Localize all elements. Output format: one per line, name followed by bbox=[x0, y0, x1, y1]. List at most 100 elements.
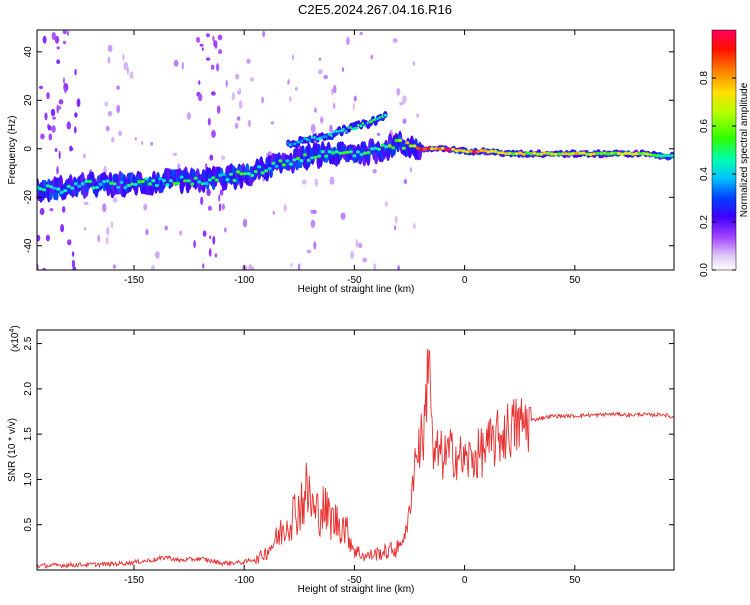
spectrogram-cell bbox=[70, 186, 75, 190]
spectrogram-cell bbox=[666, 153, 671, 158]
spectrogram-cell bbox=[310, 124, 316, 133]
spectrogram-cell bbox=[129, 71, 134, 80]
spectrogram-cell bbox=[422, 147, 427, 151]
spectrogram-cell bbox=[444, 148, 449, 152]
spectrogram-cells bbox=[37, 30, 674, 270]
spectrogram-cell bbox=[140, 179, 145, 184]
spectrogram-cell bbox=[426, 146, 431, 150]
spectrogram-cell bbox=[158, 177, 163, 181]
snr-line bbox=[37, 349, 674, 569]
snr-series bbox=[37, 349, 674, 569]
spectrogram-cell bbox=[415, 146, 420, 150]
spectrogram-cell bbox=[270, 121, 275, 125]
spectrogram-cell bbox=[359, 152, 364, 157]
spectrogram-cell bbox=[272, 210, 275, 215]
spectrogram-cell bbox=[539, 152, 544, 156]
spectrogram-cell bbox=[39, 85, 43, 90]
spectrogram-cell bbox=[352, 102, 355, 111]
spectrogram-cell bbox=[206, 33, 210, 38]
spectrogram-cell bbox=[111, 136, 115, 143]
spectrogram-cell bbox=[310, 209, 314, 214]
spectrogram-cell bbox=[393, 225, 397, 231]
spectrogram-cell bbox=[83, 201, 89, 205]
spectrogram-cell bbox=[236, 116, 241, 121]
spectrogram-cell bbox=[370, 54, 373, 60]
spectrogram-cell bbox=[634, 152, 639, 156]
y-tick-label: -40 bbox=[23, 238, 34, 253]
spectrogram-cell bbox=[652, 153, 657, 157]
spectrogram-cell bbox=[214, 253, 218, 258]
figure-title: C2E5.2024.267.04.16.R16 bbox=[298, 2, 452, 17]
spectrogram-cell bbox=[486, 150, 491, 154]
spectrogram-cell bbox=[465, 150, 470, 154]
spectrogram-cell bbox=[430, 147, 434, 151]
spectrogram-cell bbox=[269, 169, 273, 179]
spectrogram-cell bbox=[433, 147, 438, 151]
spectrogram-cell bbox=[271, 161, 276, 165]
y-tick-label: 0.5 bbox=[23, 517, 34, 531]
spectrogram-cell bbox=[553, 152, 558, 156]
spectrogram-cell bbox=[200, 182, 205, 186]
spectrogram-cell bbox=[571, 151, 575, 156]
spectrogram-cell bbox=[102, 203, 107, 213]
spectrogram-cell bbox=[384, 201, 388, 208]
spectrogram-cell bbox=[46, 92, 50, 100]
spectrogram-cell bbox=[401, 146, 406, 150]
colorbar-label: Normalized spectral amplitude bbox=[739, 82, 750, 217]
spectrogram-cell bbox=[143, 203, 148, 211]
x-tick-label: 0 bbox=[462, 275, 468, 286]
spectrogram-cell bbox=[261, 96, 264, 104]
spectrogram-cell bbox=[402, 118, 407, 124]
spectrogram-cell bbox=[107, 44, 113, 53]
spectrogram-cell bbox=[83, 153, 86, 159]
spectrogram-cell bbox=[267, 167, 272, 171]
spectrogram-cell bbox=[627, 151, 632, 156]
spectrogram-cell bbox=[193, 176, 198, 180]
spectrogram-cell bbox=[56, 46, 60, 50]
spectrogram-cell bbox=[51, 32, 56, 40]
spectrogram-cell bbox=[134, 137, 137, 141]
spectrogram-cell bbox=[155, 251, 160, 259]
spectrogram-cell bbox=[150, 264, 156, 270]
spectrogram-cell bbox=[359, 31, 363, 36]
snr-frame bbox=[36, 329, 675, 571]
spectrogram-cell bbox=[144, 177, 149, 181]
spectrogram-cell bbox=[45, 234, 51, 242]
colorbar-ticks: 0.0 0.2 0.4 0.6 0.8 bbox=[699, 71, 736, 277]
colorbar-tick-label: 0.4 bbox=[699, 167, 710, 181]
spectrogram-cell bbox=[147, 182, 152, 186]
spectrogram-y-ticks: -40 -20 0 20 40 bbox=[23, 46, 674, 253]
spectrogram-cell bbox=[348, 150, 353, 154]
spectrogram-cell bbox=[287, 79, 290, 85]
spectrogram-cell bbox=[303, 153, 307, 157]
spectrogram-cell bbox=[220, 155, 226, 160]
snr-plot-area bbox=[37, 330, 674, 570]
spectrogram-cell bbox=[340, 212, 346, 220]
spectrogram-cell bbox=[306, 158, 311, 162]
spectrogram-cell bbox=[183, 179, 188, 183]
y-tick-label: -20 bbox=[23, 190, 34, 205]
spectrogram-cell bbox=[408, 144, 413, 148]
spectrogram-cell bbox=[242, 265, 248, 270]
spectrogram-cell bbox=[542, 151, 547, 155]
spectrogram-cell bbox=[413, 223, 416, 229]
spectrogram-cell bbox=[331, 88, 334, 95]
spectrogram-cell bbox=[48, 133, 53, 141]
spectrogram-cell bbox=[479, 149, 484, 153]
spectrogram-cell bbox=[205, 57, 211, 61]
spectrogram-cell bbox=[109, 181, 114, 185]
spectrogram-cell bbox=[659, 154, 664, 158]
y-tick-label: 20 bbox=[23, 94, 34, 106]
spectrogram-cell bbox=[334, 150, 339, 154]
spectrogram-cell bbox=[525, 151, 530, 155]
spectrogram-cell bbox=[235, 73, 240, 80]
spectrogram-x-axis-label: Height of straight line (km) bbox=[298, 284, 415, 295]
spectrogram-cell bbox=[296, 156, 300, 161]
spectrogram-cell bbox=[221, 172, 226, 176]
spectrogram-cell bbox=[69, 145, 73, 152]
spectrogram-cell bbox=[458, 148, 463, 152]
spectrogram-cell bbox=[331, 151, 336, 155]
x-tick-label: 0 bbox=[462, 575, 468, 586]
spectrogram-cell bbox=[285, 159, 290, 163]
spectrogram-cell bbox=[262, 30, 266, 38]
